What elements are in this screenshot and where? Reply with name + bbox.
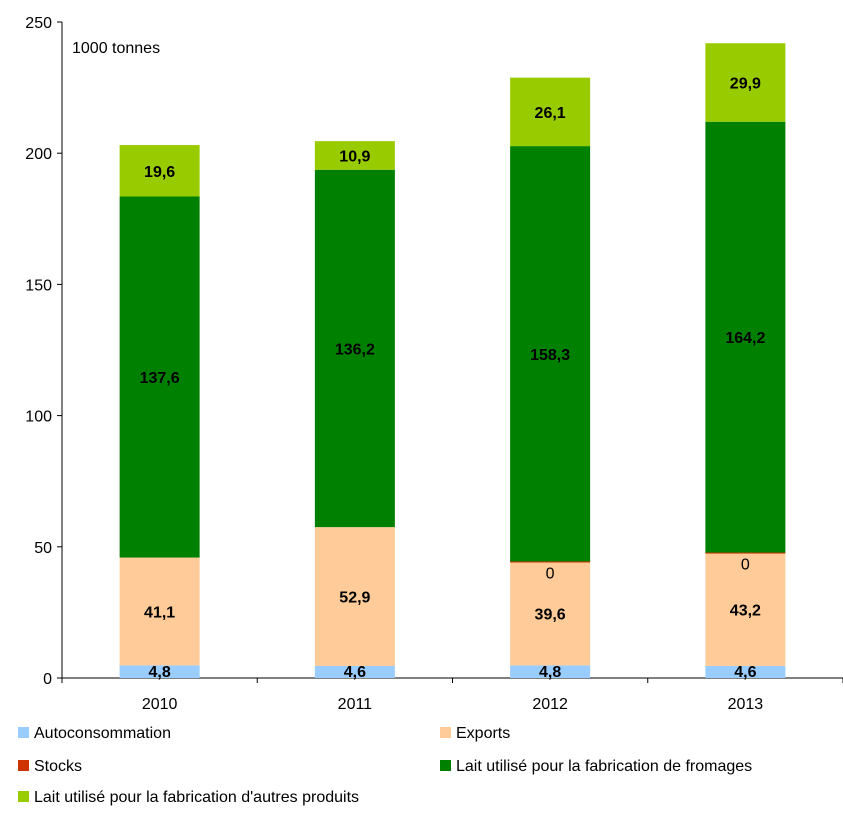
legend-item: Lait utilisé pour la fabrication de from… xyxy=(440,758,752,775)
bar-segment xyxy=(705,552,786,666)
bar-segment xyxy=(314,527,395,666)
data-label: 26,1 xyxy=(535,105,566,122)
legend-item: Exports xyxy=(440,725,510,742)
bar-segment xyxy=(510,146,591,562)
axes: 0 50 100 150 200 250 2010 2011 2012 2013 xyxy=(25,15,843,713)
legend-swatch xyxy=(18,727,29,738)
data-label: 52,9 xyxy=(339,590,370,607)
legend-item: Lait utilisé pour la fabrication d'autre… xyxy=(18,789,359,806)
data-label: 4,6 xyxy=(734,664,756,681)
x-tick-label: 2011 xyxy=(338,696,373,713)
legend-swatch xyxy=(18,760,29,771)
x-tick-label: 2010 xyxy=(142,696,178,713)
legend: Autoconsommation Exports Stocks Lait utilis… xyxy=(18,725,752,806)
y-tick-label: 0 xyxy=(43,671,52,688)
data-label: 137,6 xyxy=(140,370,180,387)
data-label: 19,6 xyxy=(144,164,175,181)
data-label: 29,9 xyxy=(730,75,761,92)
bar-segment xyxy=(314,169,395,528)
bar-segment xyxy=(314,141,395,170)
bar-segment xyxy=(705,43,786,122)
bar-segment xyxy=(119,665,200,678)
data-label: 41,1 xyxy=(144,604,175,621)
data-label: 43,2 xyxy=(730,602,761,619)
y-tick-label: 100 xyxy=(25,409,52,426)
bar-segment xyxy=(119,557,200,666)
legend-item: Stocks xyxy=(18,758,82,775)
data-label: 39,6 xyxy=(535,606,566,623)
legend-label: Stocks xyxy=(34,758,82,775)
bar-segment xyxy=(314,665,395,678)
x-tick-label: 2013 xyxy=(728,696,764,713)
bar-segment xyxy=(705,665,786,678)
legend-swatch xyxy=(440,727,451,738)
bar-segment xyxy=(705,121,786,553)
x-tick-label: 2012 xyxy=(532,696,568,713)
legend-swatch xyxy=(18,791,29,802)
legend-swatch xyxy=(440,760,451,771)
data-label: 136,2 xyxy=(335,341,375,358)
data-label: 4,8 xyxy=(149,664,171,681)
y-tick-label: 50 xyxy=(34,540,52,557)
bar-segment xyxy=(510,77,591,147)
data-labels: 4,8 41,1 137,6 19,6 4,6 52,9 136,2 10,9 4,8 39,6 0… xyxy=(140,75,766,681)
legend-label: Lait utilisé pour la fabrication de from… xyxy=(456,758,752,775)
data-label: 164,2 xyxy=(725,330,765,347)
bar-segment xyxy=(119,196,200,558)
bars xyxy=(119,43,786,678)
legend-label: Exports xyxy=(456,725,510,742)
y-tick-label: 150 xyxy=(25,277,52,294)
data-label: 10,9 xyxy=(339,148,370,165)
bar-segment xyxy=(119,145,200,197)
legend-item: Autoconsommation xyxy=(18,725,171,742)
data-label: 4,6 xyxy=(344,664,366,681)
data-label: 158,3 xyxy=(530,347,570,364)
y-tick-label: 200 xyxy=(25,146,52,163)
y-tick-label: 250 xyxy=(25,15,52,32)
bar-segment xyxy=(510,665,591,678)
bar-segment xyxy=(510,561,591,666)
legend-label: Lait utilisé pour la fabrication d'autre… xyxy=(34,789,359,806)
legend-label: Autoconsommation xyxy=(34,725,171,742)
data-label: 4,8 xyxy=(539,664,561,681)
unit-note: 1000 tonnes xyxy=(72,40,160,57)
data-label: 0 xyxy=(546,565,555,582)
data-label: 0 xyxy=(741,557,750,574)
